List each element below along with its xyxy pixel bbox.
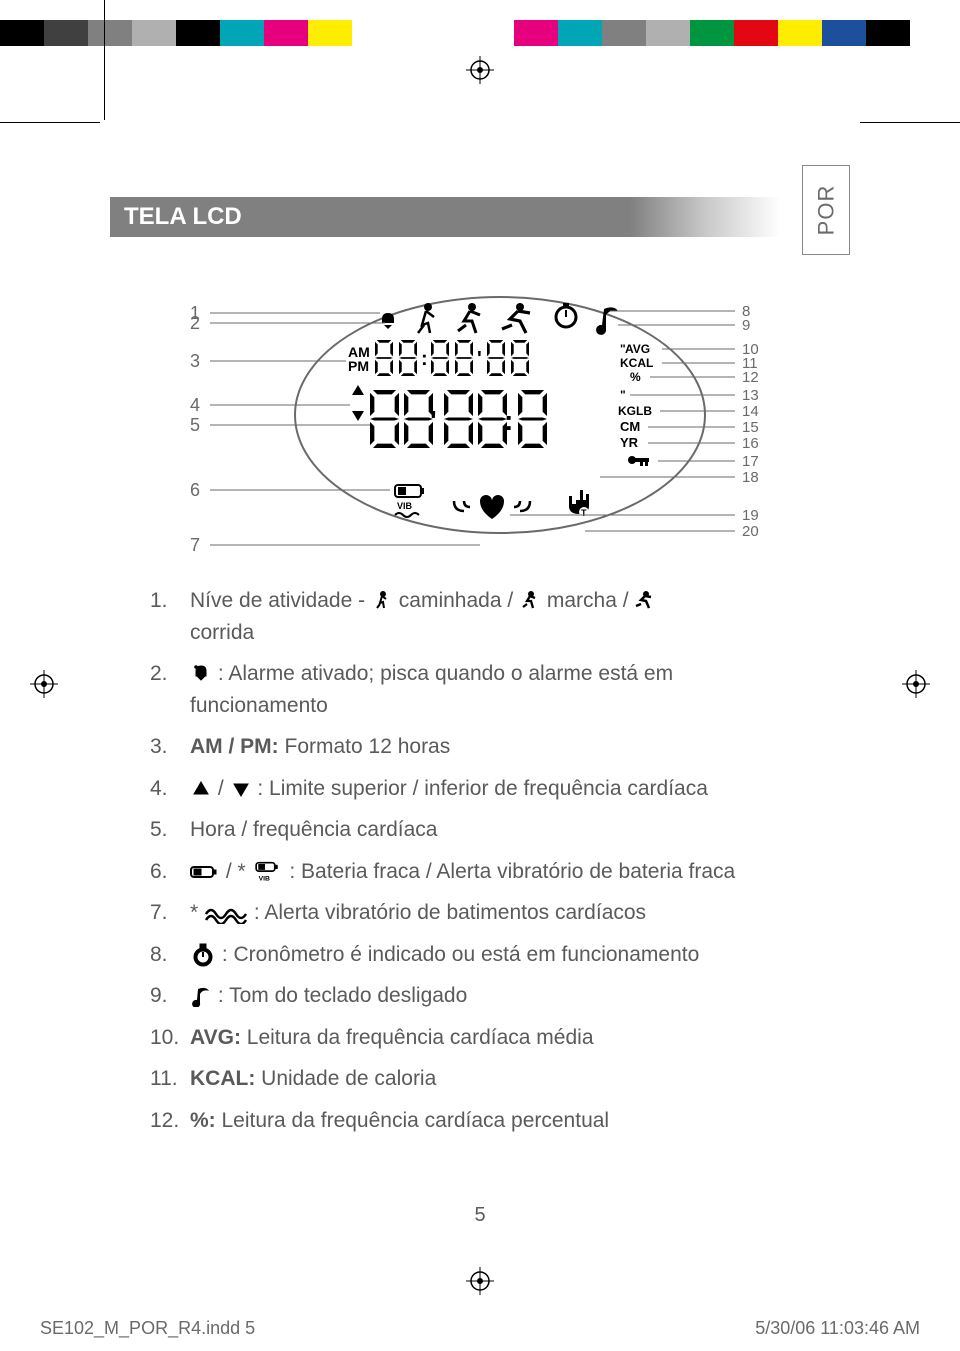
stopwatch-icon: [190, 942, 216, 968]
item-body: Níve de atividade - caminhada / marcha /…: [190, 585, 810, 648]
arrow-up-icon: [190, 778, 212, 800]
title-gradient: [630, 197, 780, 237]
item-number: 4.: [150, 773, 190, 805]
svg-text:': ': [430, 405, 437, 436]
svg-text:2: 2: [190, 313, 200, 333]
legend-item: 11.KCAL: Unidade de caloria: [150, 1063, 810, 1095]
language-label: POR: [813, 185, 839, 236]
item-number: 6.: [150, 856, 190, 888]
battery-icon: [190, 861, 220, 883]
svg-text:6: 6: [190, 480, 200, 500]
item-body: : Alarme ativado; pisca quando o alarme …: [190, 658, 810, 721]
svg-text::: :: [504, 405, 513, 436]
item-number: 5.: [150, 814, 190, 846]
walk-icon: [371, 590, 393, 612]
legend-item: 2. : Alarme ativado; pisca quando o alar…: [150, 658, 810, 721]
run-icon: [634, 590, 656, 612]
legend-item: 6. / * VIB : Bateria fraca / Alerta vibr…: [150, 856, 810, 888]
svg-text:9: 9: [742, 317, 750, 334]
svg-text:12: 12: [742, 369, 759, 386]
legend-item: 8. : Cronômetro é indicado ou está em fu…: [150, 939, 810, 971]
item-body: KCAL: Unidade de caloria: [190, 1063, 810, 1095]
svg-text:18: 18: [742, 469, 759, 486]
svg-text:15: 15: [742, 419, 759, 436]
legend-item: 4. / : Limite superior / inferior de fre…: [150, 773, 810, 805]
note-icon: [190, 985, 212, 1007]
svg-text:AVG: AVG: [625, 342, 650, 356]
legend-item: 7.* : Alerta vibratório de batimentos ca…: [150, 897, 810, 929]
item-body: %: Leitura da frequência cardíaca percen…: [190, 1105, 810, 1137]
item-body: * : Alerta vibratório de batimentos card…: [190, 897, 810, 929]
svg-text:7: 7: [190, 535, 200, 555]
svg-text:3: 3: [190, 351, 200, 371]
registration-mark-icon: [30, 670, 58, 698]
item-number: 9.: [150, 980, 190, 1012]
svg-text:19: 19: [742, 507, 759, 524]
legend-list: 1.Níve de atividade - caminhada / marcha…: [150, 585, 810, 1146]
legend-item: 3.AM / PM: Formato 12 horas: [150, 731, 810, 763]
item-number: 11.: [150, 1063, 190, 1095]
item-body: / * VIB : Bateria fraca / Alerta vibrató…: [190, 856, 810, 888]
svg-text:KCAL: KCAL: [620, 356, 653, 370]
svg-text:5: 5: [190, 415, 200, 435]
legend-item: 9. : Tom do teclado desligado: [150, 980, 810, 1012]
registration-mark-icon: [902, 670, 930, 698]
registration-mark-icon: [466, 56, 494, 84]
legend-item: 5.Hora / frequência cardíaca: [150, 814, 810, 846]
item-number: 2.: [150, 658, 190, 721]
legend-item: 12.%: Leitura da frequência cardíaca per…: [150, 1105, 810, 1137]
item-number: 1.: [150, 585, 190, 648]
item-number: 10.: [150, 1022, 190, 1054]
svg-text:20: 20: [742, 523, 759, 540]
lcd-diagram: :' ': AM PM " AVG KCAL % " KGLB CM YR VI: [170, 265, 790, 565]
svg-text:14: 14: [742, 403, 759, 420]
pm-label: PM: [348, 358, 369, 374]
item-number: 7.: [150, 897, 190, 929]
item-number: 8.: [150, 939, 190, 971]
battery-vib-icon: VIB: [252, 861, 284, 883]
svg-text:": ": [620, 388, 626, 402]
svg-text:YR: YR: [620, 435, 639, 450]
svg-text:': ': [477, 348, 482, 370]
footer-file: SE102_M_POR_R4.indd 5: [40, 1318, 255, 1339]
svg-text:13: 13: [742, 387, 759, 404]
color-registration-right: [514, 20, 910, 46]
item-body: : Cronômetro é indicado ou está em funci…: [190, 939, 810, 971]
svg-text:17: 17: [742, 453, 759, 470]
svg-text:VIB: VIB: [258, 875, 269, 882]
item-body: / : Limite superior / inferior de frequê…: [190, 773, 810, 805]
svg-text:CM: CM: [620, 419, 640, 434]
legend-item: 10.AVG: Leitura da frequência cardíaca m…: [150, 1022, 810, 1054]
item-number: 3.: [150, 731, 190, 763]
svg-text::: :: [421, 348, 428, 370]
page-body: POR TELA LCD : ': [110, 155, 850, 1235]
section-title: TELA LCD: [110, 197, 630, 237]
crop-mark: [104, 0, 105, 120]
svg-text:VIB: VIB: [397, 501, 413, 511]
language-tab: POR: [802, 165, 850, 255]
item-body: AM / PM: Formato 12 horas: [190, 731, 810, 763]
page-number: 5: [474, 1204, 485, 1227]
crop-mark: [0, 122, 100, 123]
item-body: : Tom do teclado desligado: [190, 980, 810, 1012]
bell-icon: [190, 663, 212, 685]
registration-mark-icon: [466, 1267, 494, 1295]
svg-text:16: 16: [742, 435, 759, 452]
color-registration-left: [0, 20, 352, 46]
svg-text:%: %: [630, 370, 641, 384]
footer-slug: SE102_M_POR_R4.indd 5 5/30/06 11:03:46 A…: [40, 1318, 920, 1339]
crop-mark: [860, 122, 960, 123]
arrow-down-icon: [230, 778, 252, 800]
footer-timestamp: 5/30/06 11:03:46 AM: [755, 1318, 920, 1339]
legend-item: 1.Níve de atividade - caminhada / marcha…: [150, 585, 810, 648]
wave-icon: [204, 902, 248, 924]
item-number: 12.: [150, 1105, 190, 1137]
svg-text:KGLB: KGLB: [618, 404, 652, 418]
svg-text:T: T: [581, 508, 587, 518]
item-body: Hora / frequência cardíaca: [190, 814, 810, 846]
jog-icon: [519, 590, 541, 612]
svg-text:4: 4: [190, 395, 200, 415]
item-body: AVG: Leitura da frequência cardíaca médi…: [190, 1022, 810, 1054]
